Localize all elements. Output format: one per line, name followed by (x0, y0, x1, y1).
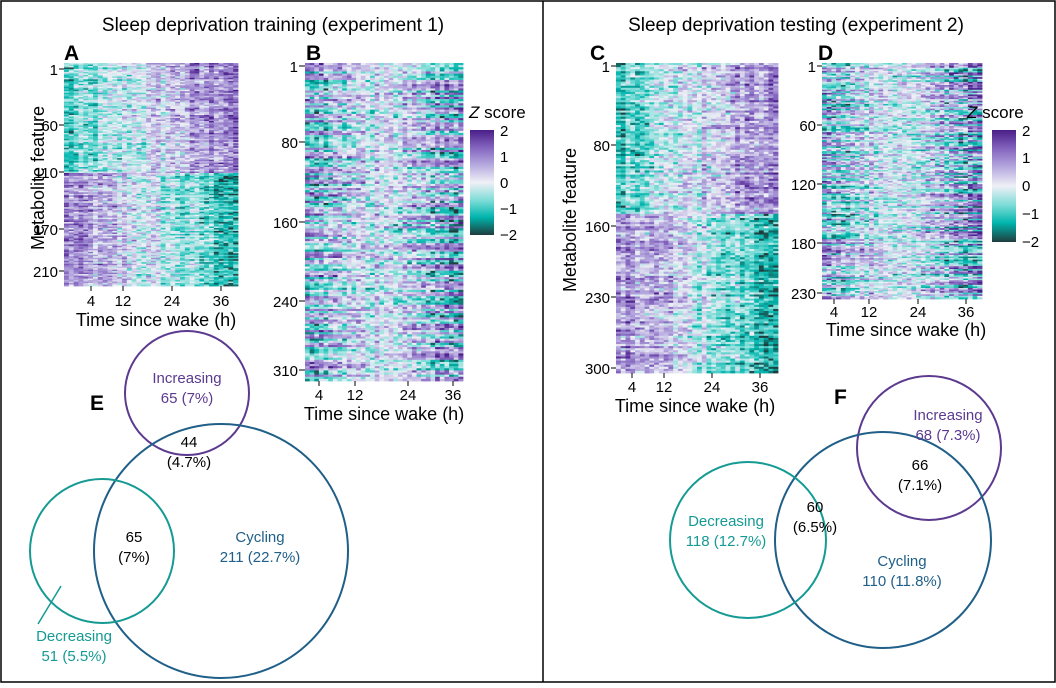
panel-label-b: B (306, 42, 321, 65)
left-title: Sleep deprivation training (experiment 1… (102, 15, 444, 36)
panel-label-d: D (818, 42, 833, 65)
panel-label-e: E (90, 392, 104, 415)
heatmap-a-cells (64, 63, 238, 286)
heatmap-a: 1 60 110 170 210 4 12 24 36 Time since w… (28, 62, 238, 330)
panel-label-a: A (64, 42, 79, 65)
right-title: Sleep deprivation testing (experiment 2) (628, 15, 964, 36)
panel-label-f: F (834, 386, 847, 409)
